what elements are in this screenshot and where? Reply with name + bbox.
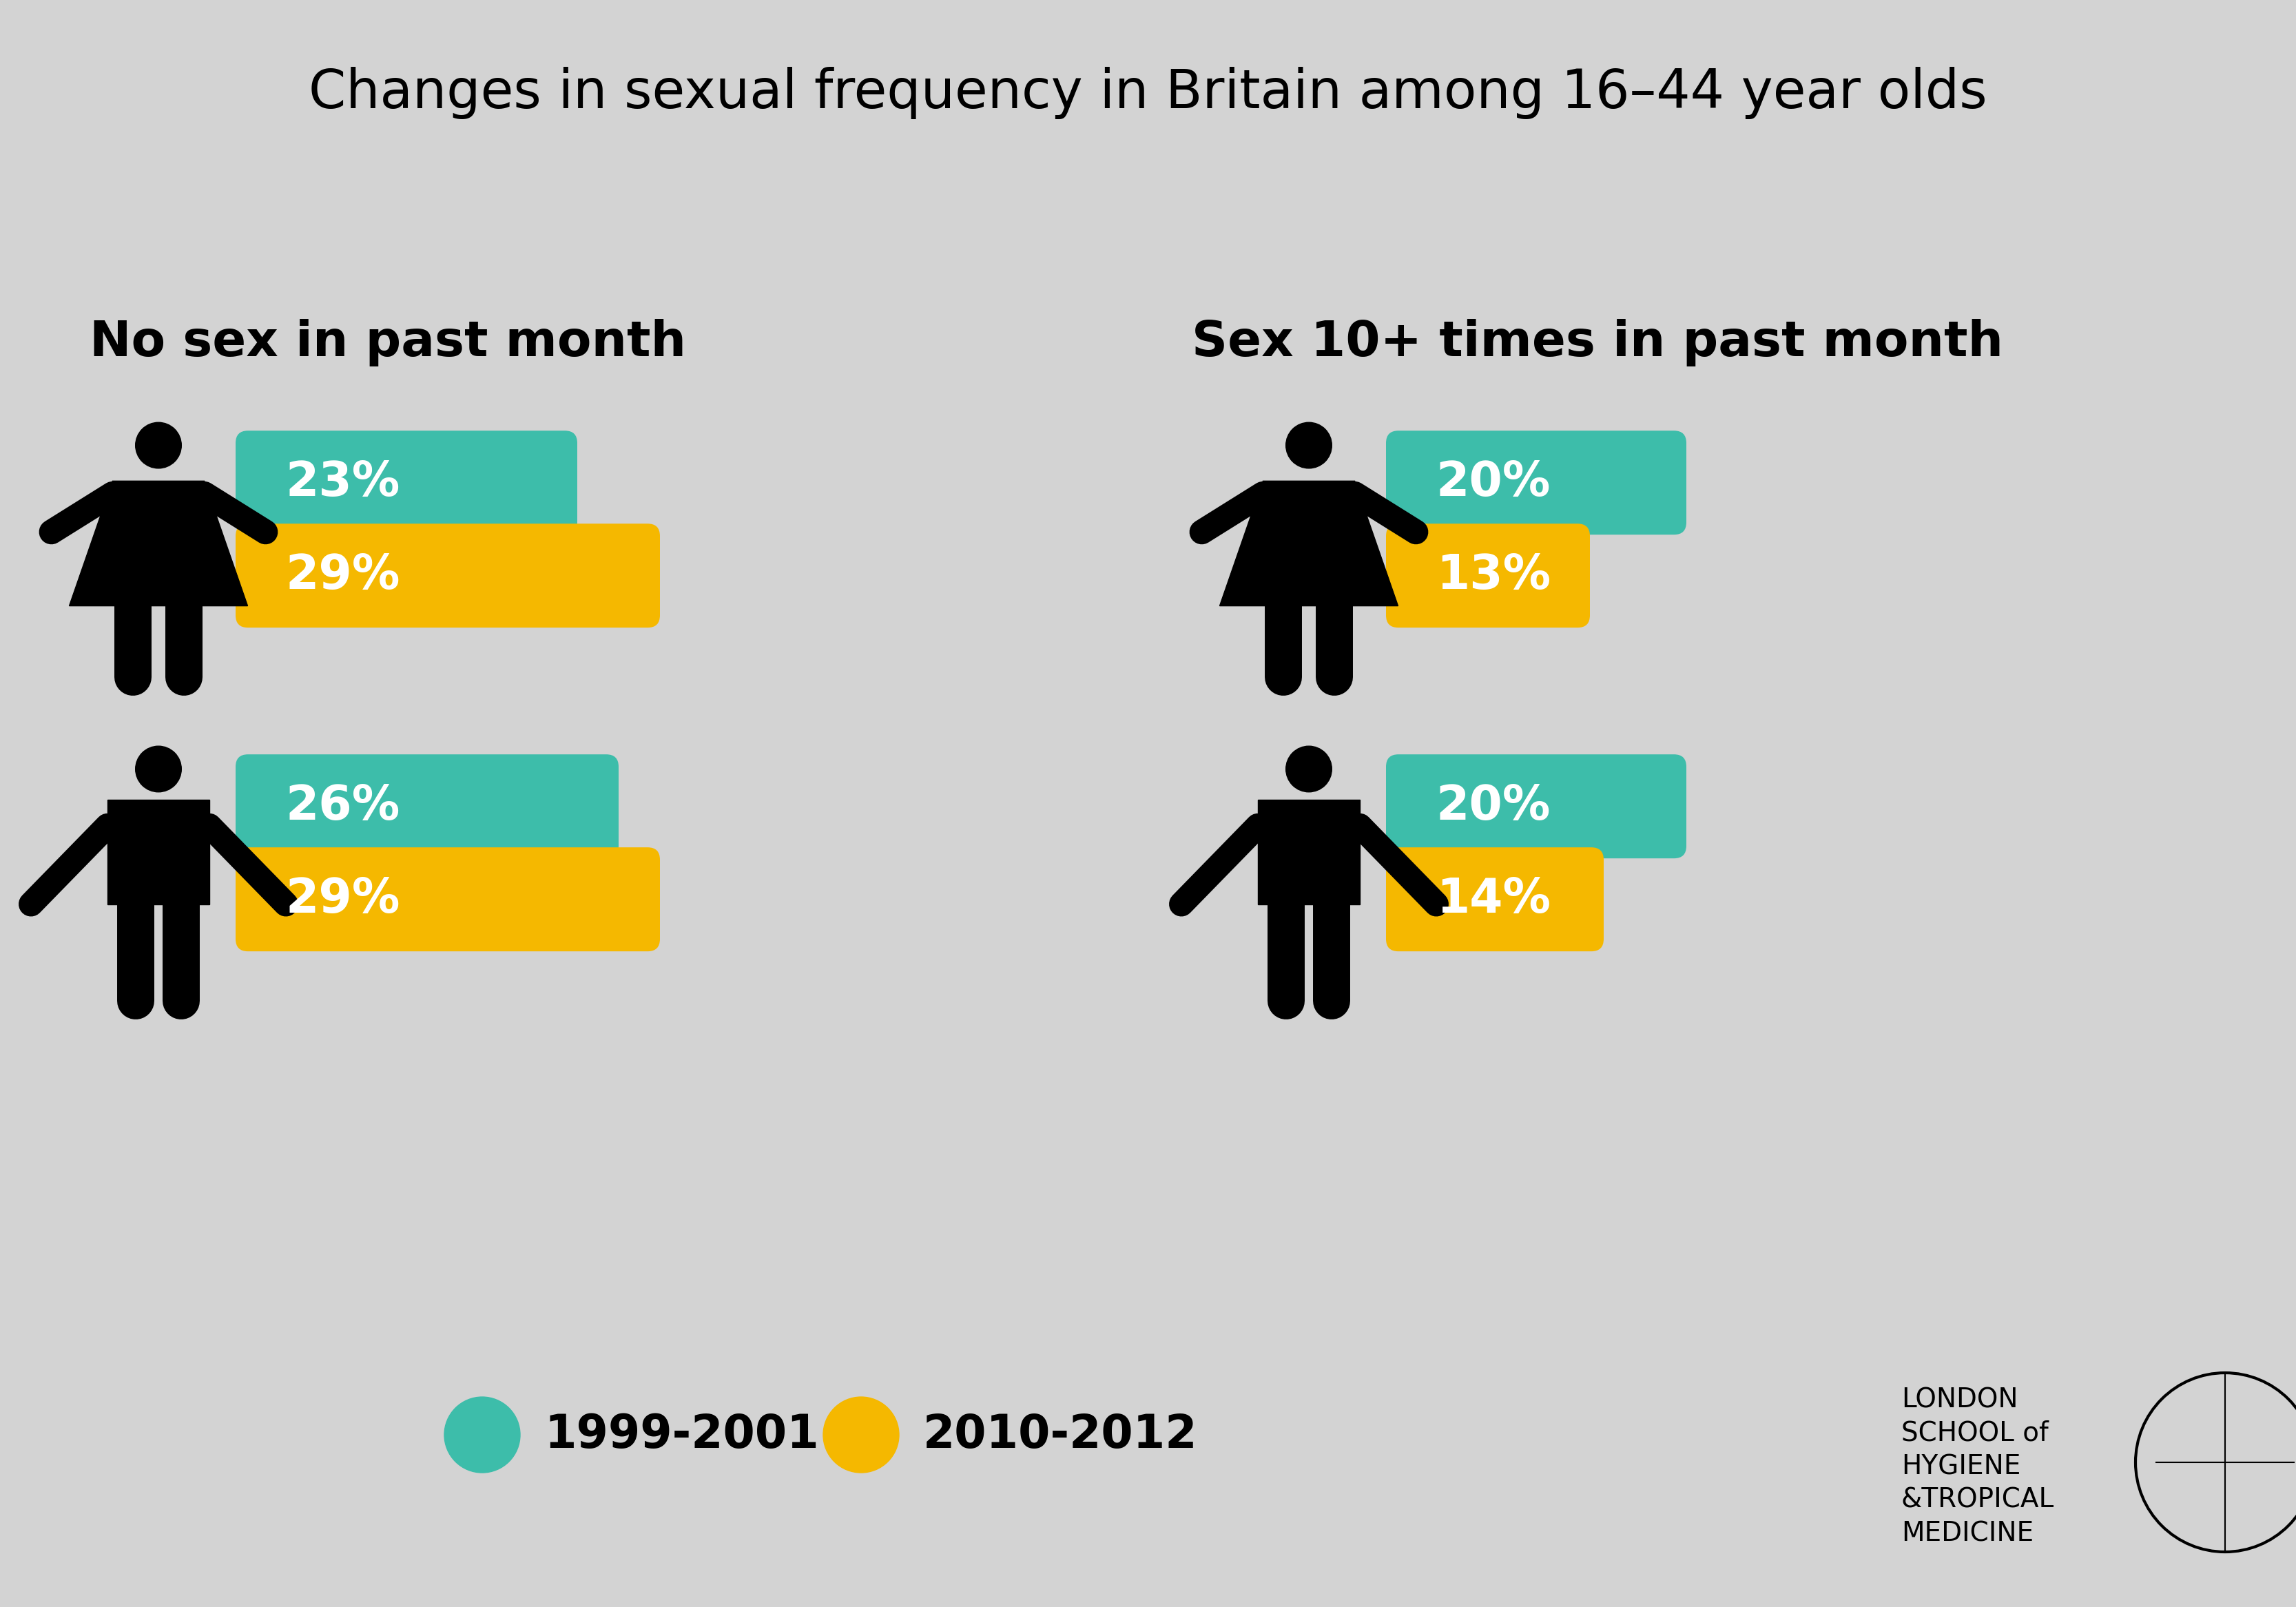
FancyBboxPatch shape bbox=[1387, 524, 1589, 628]
Text: 1999-2001: 1999-2001 bbox=[544, 1413, 820, 1458]
Text: 29%: 29% bbox=[287, 553, 400, 599]
Polygon shape bbox=[69, 480, 248, 606]
Text: 20%: 20% bbox=[1437, 460, 1552, 506]
FancyBboxPatch shape bbox=[1258, 800, 1359, 905]
Text: 2010-2012: 2010-2012 bbox=[923, 1413, 1199, 1458]
Circle shape bbox=[1286, 423, 1332, 468]
Circle shape bbox=[445, 1396, 521, 1472]
Polygon shape bbox=[1219, 480, 1398, 606]
Text: 23%: 23% bbox=[287, 460, 400, 506]
Circle shape bbox=[135, 746, 181, 792]
FancyBboxPatch shape bbox=[236, 524, 659, 628]
FancyBboxPatch shape bbox=[1387, 431, 1685, 535]
FancyBboxPatch shape bbox=[1387, 754, 1685, 858]
Text: LONDON
SCHOOL of
HYGIENE
&TROPICAL
MEDICINE: LONDON SCHOOL of HYGIENE &TROPICAL MEDIC… bbox=[1901, 1387, 2055, 1546]
Circle shape bbox=[1286, 746, 1332, 792]
Text: Sex 10+ times in past month: Sex 10+ times in past month bbox=[1192, 320, 2002, 366]
FancyBboxPatch shape bbox=[108, 800, 209, 905]
FancyBboxPatch shape bbox=[236, 847, 659, 951]
Circle shape bbox=[824, 1396, 900, 1472]
Text: 14%: 14% bbox=[1437, 876, 1550, 922]
FancyBboxPatch shape bbox=[1387, 847, 1603, 951]
FancyBboxPatch shape bbox=[236, 431, 576, 535]
Text: 13%: 13% bbox=[1437, 553, 1550, 599]
Text: 26%: 26% bbox=[287, 783, 400, 829]
Text: 29%: 29% bbox=[287, 876, 400, 922]
Circle shape bbox=[135, 423, 181, 468]
Text: 20%: 20% bbox=[1437, 783, 1552, 829]
Text: Changes in sexual frequency in Britain among 16–44 year olds: Changes in sexual frequency in Britain a… bbox=[308, 67, 1988, 119]
Text: No sex in past month: No sex in past month bbox=[90, 320, 687, 366]
FancyBboxPatch shape bbox=[236, 754, 618, 858]
